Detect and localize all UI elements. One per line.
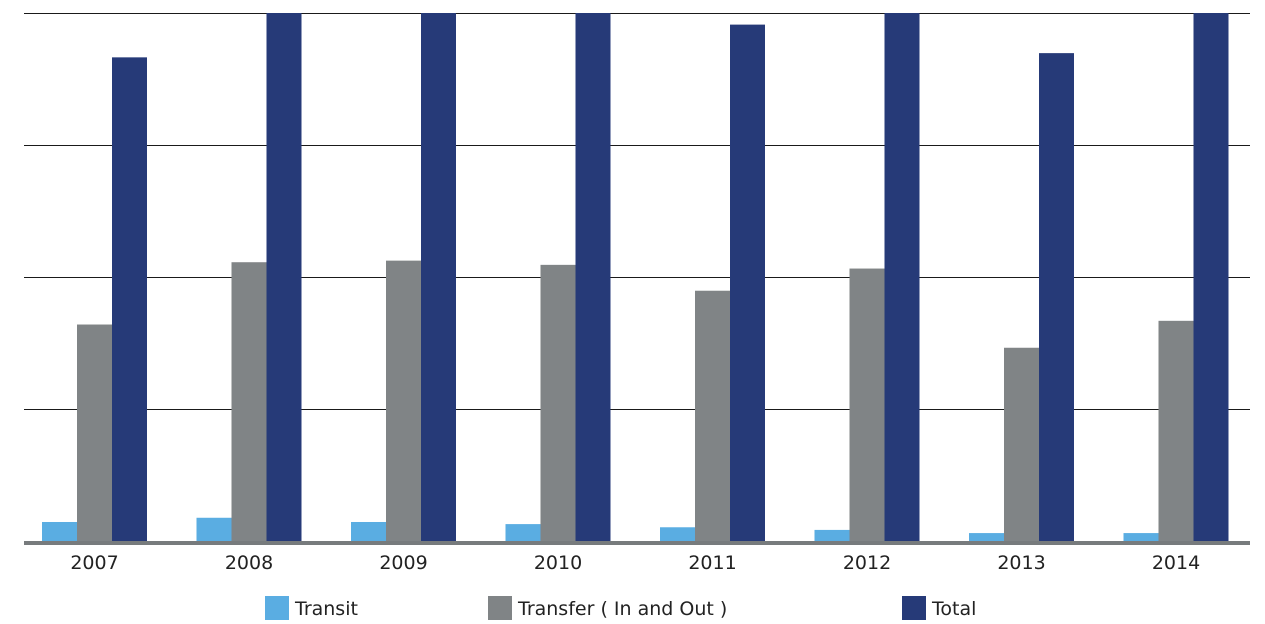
x-tick-label: 2012 [843,552,891,574]
legend-label: Transfer ( In and Out ) [517,598,727,620]
legend-swatch [488,596,512,620]
bar-transfer-in-and-out-2014 [1159,321,1194,541]
bar-total-2007 [112,57,147,541]
bar-transit-2010 [506,524,541,541]
x-tick-label: 2013 [997,552,1045,574]
bar-transit-2012 [815,530,850,541]
bar-total-2014 [1194,13,1229,541]
bar-total-2008 [267,13,302,541]
bar-total-2010 [576,13,611,541]
bar-transfer-in-and-out-2011 [695,291,730,541]
x-tick-label: 2009 [379,552,427,574]
x-tick-label: 2014 [1152,552,1200,574]
x-axis [24,541,1250,545]
x-tick-label: 2011 [688,552,736,574]
x-axis-line [24,541,1250,545]
x-tick-label: 2008 [225,552,273,574]
legend-label: Total [931,598,976,620]
bar-transit-2013 [969,533,1004,541]
legend: Transit Transfer ( In and Out ) Total [265,596,976,620]
bar-transfer-in-and-out-2009 [386,261,421,541]
bar-transfer-in-and-out-2008 [232,262,267,541]
bar-total-2013 [1039,53,1074,541]
bar-transfer-in-and-out-2010 [541,265,576,541]
x-tick-label: 2010 [534,552,582,574]
bar-transit-2011 [660,527,695,541]
legend-label: Transit [294,598,358,620]
bar-total-2009 [421,13,456,541]
bar-total-2011 [730,25,765,541]
legend-swatch [265,596,289,620]
x-tick-label: 2007 [70,552,118,574]
x-tick-labels: 2007 2008 2009 2010 2011 2012 2013 2014 [70,552,1200,574]
bar-transfer-in-and-out-2007 [77,325,112,541]
bar-total-2012 [885,13,920,541]
bar-transfer-in-and-out-2013 [1004,348,1039,541]
legend-swatch [902,596,926,620]
bar-transfer-in-and-out-2012 [850,269,885,541]
bar-transit-2007 [42,522,77,541]
bar-transit-2014 [1124,533,1159,541]
bar-transit-2008 [197,518,232,541]
bar-transit-2009 [351,522,386,541]
